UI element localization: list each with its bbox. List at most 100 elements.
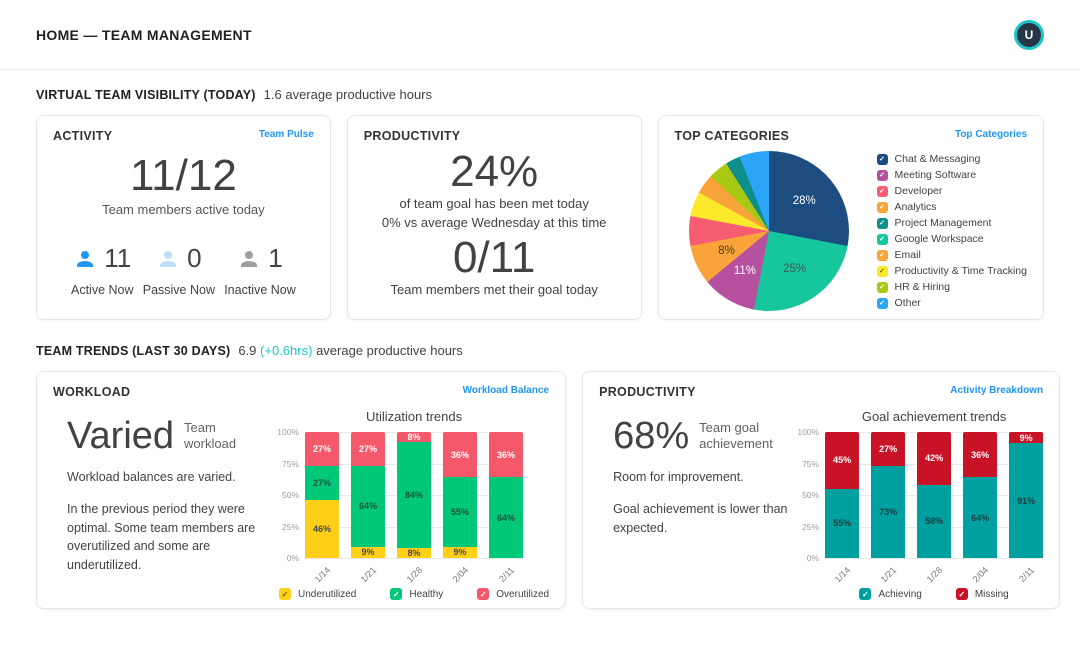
user-avatar[interactable]: U [1014,19,1044,50]
bar-segment-label: 42% [925,453,944,464]
chart-plot-area: 0% 25% 50% 75% 100% 1/14 1/21 1/28 2/04 2/11 55% 45… [797,427,1044,584]
bar-segment: 46% [305,500,340,558]
bars-group: 46% 27% 27% 9% 64% 27% 8% 84% 8% 9% 55% 36% 64% 36% [305,432,524,558]
bar-segment-label: 58% [925,516,944,527]
stacked-bar[interactable]: 64% 36% [489,432,524,558]
visibility-section-detail: 1.6 average productive hours [263,87,433,102]
top-categories-link[interactable]: Top Categories [954,129,1027,140]
stacked-bar[interactable]: 58% 42% [917,432,952,558]
legend-item[interactable]: ✓ Email [876,249,1027,261]
legend-checkbox-icon: ✓ [876,249,888,261]
stacked-bar[interactable]: 9% 55% 36% [443,432,478,558]
trends-section-header: TEAM TRENDS (LAST 30 DAYS) 6.9 (+0.6hrs)… [36,343,1044,358]
bar-segment-label: 73% [879,507,898,518]
stacked-bar[interactable]: 8% 84% 8% [397,432,432,558]
legend-item[interactable]: ✓ Project Management [876,217,1027,229]
activity-stats: 11 Active Now 0 Passive Now 1 [53,243,314,297]
activity-card: ACTIVITY Team Pulse 11/12 Team members a… [36,115,331,320]
active-now-label: Active Now [71,283,134,298]
bar-segment: 9% [351,546,386,558]
legend-item[interactable]: ✓ HR & Hiring [876,281,1027,293]
visibility-section-header: VIRTUAL TEAM VISIBILITY (TODAY) 1.6 aver… [36,87,1044,102]
gridline [825,558,1044,559]
legend-checkbox-icon: ✓ [876,201,888,213]
bar-segment: 27% [305,432,340,467]
legend-item[interactable]: ✓ Overutilized [477,588,549,600]
legend-item[interactable]: ✓ Healthy [390,588,443,600]
y-axis-tick: 50% [802,490,820,500]
legend-label: Project Management [894,217,992,229]
stacked-bar[interactable]: 73% 27% [871,432,906,558]
legend-item[interactable]: ✓ Achieving [859,588,922,600]
workload-balance-link[interactable]: Workload Balance [462,385,550,396]
bar-segment-label: 64% [359,501,378,512]
x-axis-label: 1/21 [358,564,379,585]
bar-segment: 42% [917,432,952,485]
legend-label: Meeting Software [894,169,977,181]
legend-item[interactable]: ✓ Productivity & Time Tracking [876,265,1027,277]
legend-item[interactable]: ✓ Developer [876,185,1027,197]
bar-segment: 84% [397,442,432,548]
productivity-card: PRODUCTIVITY 24% of team goal has been m… [346,115,642,320]
bar-segment-label: 46% [313,524,332,535]
workload-headline-caption: Team workload [184,419,237,451]
chart-legend: ✓ Achieving ✓ Missing [859,588,1009,600]
bar-segment: 8% [397,432,432,443]
x-axis-label: 1/14 [832,564,853,585]
legend-checkbox-icon: ✓ [876,233,888,245]
stacked-bar[interactable]: 91% 9% [1009,432,1044,558]
x-axis-label: 2/11 [1017,565,1037,585]
active-now-value: 11 [104,243,132,274]
bar-segment: 91% [1009,443,1044,558]
legend-item[interactable]: ✓ Missing [955,588,1009,600]
pie-slice-label: 28% [792,195,816,208]
bar-segment: 36% [489,432,524,478]
legend-checkbox-icon: ✓ [876,297,888,309]
passive-now-value: 0 [187,243,202,274]
x-axis-label: 1/28 [404,564,425,585]
legend-item[interactable]: ✓ Google Workspace [876,233,1027,245]
trends-suffix: average productive hours [316,343,463,358]
bar-segment: 55% [443,477,478,547]
stacked-bar[interactable]: 55% 45% [825,432,860,558]
legend-item[interactable]: ✓ Analytics [876,201,1027,213]
legend-label: Overutilized [496,588,550,600]
legend-item[interactable]: ✓ Meeting Software [876,169,1027,181]
y-axis-tick: 0% [286,553,300,563]
person-icon [77,250,94,267]
team-pulse-link[interactable]: Team Pulse [258,129,314,140]
legend-item[interactable]: ✓ Underutilized [279,588,356,600]
person-icon [241,250,258,267]
goal-headline: 68% [613,415,690,457]
bar-segment-label: 9% [361,547,375,558]
legend-checkbox-icon: ✓ [279,588,291,600]
chart-plot-area: 0% 25% 50% 75% 100% 1/14 1/21 1/28 2/04 2/11 46% 27… [277,427,524,584]
legend-item[interactable]: ✓ Chat & Messaging [876,153,1027,165]
bar-segment-label: 27% [313,444,332,455]
legend-label: Other [894,297,921,309]
goal-achievement-chart: Goal achievement trends 0% 25% 50% 75% 100% 1/… [797,409,1044,600]
stacked-bar[interactable]: 9% 64% 27% [351,432,386,558]
top-categories-pie: 28% 25% 11% 8% [688,151,849,311]
pie-slice-label: 11% [733,264,756,277]
bar-segment-label: 9% [453,547,467,558]
legend-item[interactable]: ✓ Other [876,297,1027,309]
bar-segment: 27% [351,432,386,467]
y-axis-tick: 25% [282,521,300,532]
legend-checkbox-icon: ✓ [876,265,888,277]
legend-label: Developer [894,185,943,197]
legend-checkbox-icon: ✓ [955,588,968,600]
activity-breakdown-link[interactable]: Activity Breakdown [950,385,1044,396]
passive-now-label: Passive Now [142,283,215,298]
visibility-section-label: VIRTUAL TEAM VISIBILITY (TODAY) [36,88,256,102]
legend-checkbox-icon: ✓ [477,588,490,600]
goal-percent-caption1: of team goal has been met today [399,196,589,212]
stacked-bar[interactable]: 46% 27% 27% [305,432,340,558]
pie-slice-label: 8% [718,244,735,257]
trends-delta: (+0.6hrs) [260,343,313,358]
bar-segment: 27% [305,466,340,501]
stacked-bar[interactable]: 64% 36% [963,432,998,558]
y-axis-tick: 75% [802,458,820,469]
y-axis-tick: 75% [282,458,300,469]
legend-checkbox-icon: ✓ [876,281,888,293]
